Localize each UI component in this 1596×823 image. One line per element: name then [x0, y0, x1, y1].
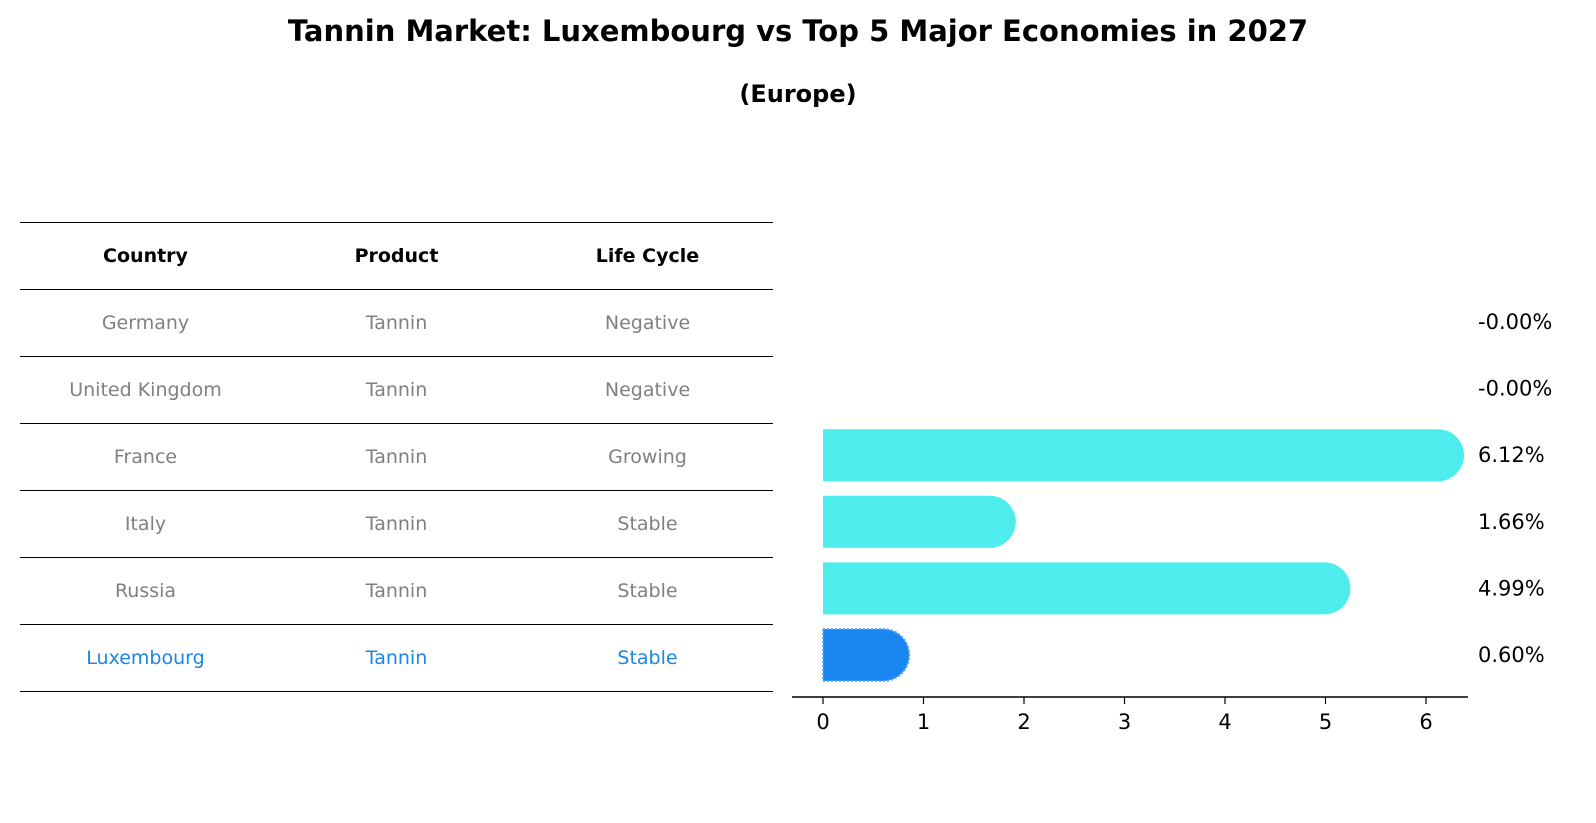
header-life-cycle: Life Cycle [595, 245, 700, 267]
chart-title: Tannin Market: Luxembourg vs Top 5 Major… [287, 14, 1309, 48]
x-tick-label: 1 [917, 710, 930, 734]
market-table: Country Product Life Cycle Germany Tanni… [20, 222, 773, 692]
table-row: Russia Tannin Stable [20, 558, 773, 625]
cell-country: France [113, 446, 178, 468]
cell-product: Tannin [365, 580, 428, 602]
table-header-row: Country Product Life Cycle [20, 222, 773, 290]
cell-product: Tannin [365, 513, 428, 535]
cell-life-cycle: Stable [617, 580, 678, 602]
cell-country: Italy [124, 513, 167, 535]
bar-value-label: -0.00% [1478, 377, 1552, 401]
bar-value-label: 4.99% [1478, 576, 1545, 600]
table-row: Italy Tannin Stable [20, 491, 773, 558]
x-tick-label: 0 [816, 710, 829, 734]
table-row: United Kingdom Tannin Negative [20, 357, 773, 424]
bar [823, 429, 1465, 482]
bar [823, 562, 1351, 615]
cell-life-cycle: Negative [604, 379, 691, 401]
cell-life-cycle: Negative [604, 312, 691, 334]
cell-country: Germany [101, 312, 190, 334]
x-tick-label: 2 [1017, 710, 1030, 734]
bar [823, 495, 1016, 548]
cell-country: United Kingdom [69, 379, 222, 401]
bar [822, 628, 911, 682]
cell-life-cycle: Stable [617, 513, 678, 535]
cell-product: Tannin [365, 312, 428, 334]
cell-life-cycle: Growing [608, 446, 687, 468]
table-row: Germany Tannin Negative [20, 290, 773, 357]
chart-subtitle: (Europe) [739, 80, 857, 108]
header-product: Product [354, 245, 439, 267]
table-row: France Tannin Growing [20, 424, 773, 491]
cell-product: Tannin [365, 446, 428, 468]
x-tick-label: 4 [1218, 710, 1231, 734]
cell-product: Tannin [365, 647, 428, 669]
cell-product: Tannin [365, 379, 428, 401]
bar-value-label: 6.12% [1478, 443, 1545, 467]
header-country: Country [103, 245, 188, 267]
cell-country: Luxembourg [86, 647, 205, 669]
table-row-highlight: Luxembourg Tannin Stable [20, 625, 773, 692]
bar-value-label: 1.66% [1478, 510, 1545, 534]
x-tick-label: 5 [1319, 710, 1332, 734]
cell-life-cycle: Stable [617, 647, 678, 669]
bar-value-label: 0.60% [1478, 643, 1545, 667]
x-tick-label: 6 [1419, 710, 1432, 734]
cell-country: Russia [114, 580, 177, 602]
x-tick-label: 3 [1118, 710, 1131, 734]
bar-value-label: -0.00% [1478, 310, 1552, 334]
